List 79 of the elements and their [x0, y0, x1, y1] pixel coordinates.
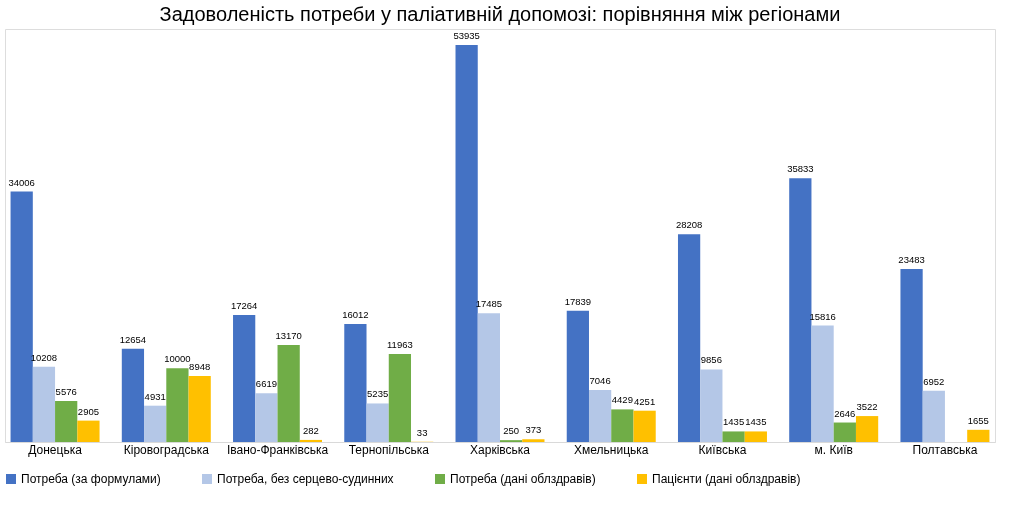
bar [233, 314, 256, 442]
bar [811, 325, 834, 442]
bar [188, 376, 211, 442]
bar [366, 403, 389, 442]
bar [833, 422, 856, 442]
bar [10, 191, 33, 442]
bar [744, 431, 767, 442]
bar [922, 390, 945, 442]
data-label: 28208 [675, 219, 703, 231]
bar [900, 269, 923, 442]
bar [633, 410, 656, 442]
data-label: 2905 [77, 405, 99, 417]
legend-label: Потреба, без серцево-судинних [217, 472, 394, 486]
data-label: 4931 [144, 390, 166, 402]
bar [32, 366, 56, 442]
data-label: 4251 [634, 395, 656, 407]
data-label: 5235 [367, 388, 389, 400]
legend-label: Потреба (дані облздравів) [450, 472, 596, 486]
data-label: 33 [416, 426, 428, 438]
bar [789, 178, 812, 442]
data-label: 13170 [275, 330, 302, 342]
x-tick-label: Київська [698, 442, 747, 457]
x-tick-label: Донецька [28, 442, 83, 457]
chart-title: Задоволеність потреби у паліативній допомозі: порівняння між регіонами [159, 3, 841, 25]
x-tick-label: Хмельницька [574, 442, 649, 457]
data-label: 8948 [189, 361, 211, 373]
data-label: 7046 [589, 375, 611, 387]
bar [77, 420, 100, 442]
data-label: 16012 [342, 309, 369, 321]
x-tick-label: Полтавська [912, 442, 978, 457]
x-tick-label: Івано-Франківська [226, 442, 329, 457]
bar [166, 368, 189, 442]
bar [566, 310, 589, 442]
bar [121, 348, 145, 442]
legend-label: Пацієнти (дані облздравів) [652, 472, 801, 486]
data-label: 17264 [230, 299, 258, 311]
bar [611, 409, 634, 442]
data-label: 1435 [745, 416, 767, 428]
bar [700, 369, 723, 442]
data-label: 250 [503, 425, 520, 437]
data-label: 1655 [967, 414, 989, 426]
data-label: 53935 [453, 29, 480, 41]
legend-label: Потреба (за формулами) [21, 472, 161, 486]
bar [477, 313, 500, 442]
x-tick-label: м. Київ [814, 442, 853, 457]
data-label: 10000 [164, 353, 191, 365]
data-label: 2646 [834, 407, 856, 419]
data-label: 12654 [119, 333, 147, 345]
data-label: 6619 [255, 378, 277, 390]
bar [299, 439, 323, 442]
bar [55, 400, 78, 442]
bar [388, 353, 412, 442]
data-label: 5576 [55, 385, 77, 397]
data-label: 35833 [787, 163, 814, 175]
bar [522, 439, 545, 442]
bar [455, 44, 478, 442]
bar [677, 234, 701, 442]
x-tick-label: Кіровоградська [123, 442, 210, 457]
data-label: 23483 [898, 254, 925, 266]
bar [144, 405, 167, 442]
data-label: 4429 [611, 394, 633, 406]
bar [344, 324, 367, 442]
data-label: 282 [302, 424, 319, 436]
x-tick-label: Харківська [470, 442, 531, 457]
data-label: 17839 [564, 295, 592, 307]
data-label: 1435 [723, 416, 745, 428]
bar [722, 431, 745, 442]
bar [255, 393, 278, 442]
data-label: 6952 [923, 375, 945, 387]
data-label: 373 [525, 424, 542, 436]
x-tick-label: Тернопільська [348, 442, 430, 457]
data-label: 11963 [387, 338, 413, 350]
data-label: 9856 [700, 354, 722, 366]
bar [588, 390, 612, 442]
data-label: 34006 [8, 176, 35, 188]
bar [277, 345, 300, 442]
bar [855, 416, 879, 442]
bar [967, 429, 990, 442]
data-label: 3522 [856, 401, 878, 413]
